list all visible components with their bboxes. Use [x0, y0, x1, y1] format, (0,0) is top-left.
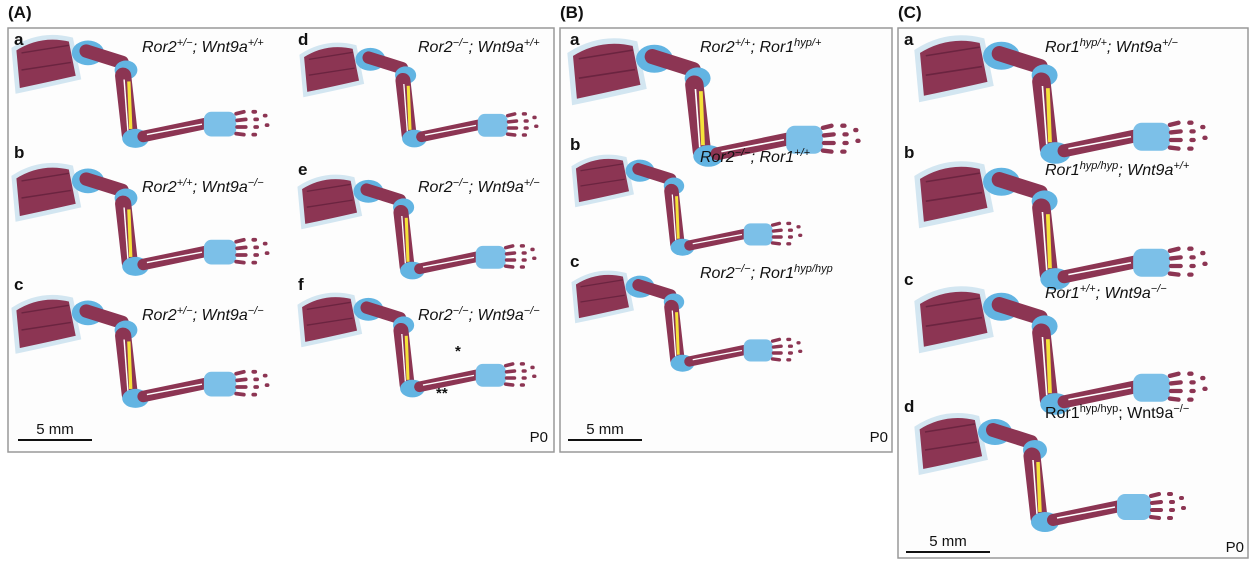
genotype-label: Ror2+/−; Wnt9a+/+: [142, 37, 264, 56]
panel-label: (A): [8, 3, 32, 22]
superscript: −/−: [453, 177, 469, 189]
superscript: +/+: [524, 37, 540, 49]
superscript: −/−: [1151, 283, 1167, 295]
genotype-label: Ror1+/+; Wnt9a−/−: [1045, 283, 1167, 302]
superscript: +/+: [1173, 160, 1189, 172]
genotype-label: Ror2−/−; Wnt9a+/+: [418, 37, 540, 56]
superscript: −/−: [735, 147, 751, 159]
superscript: hyp/+: [1080, 37, 1108, 49]
panel-frame: [8, 28, 554, 452]
genotype-label: Ror1hyp/hyp; Wnt9a+/+: [1045, 160, 1190, 179]
sublabel: a: [570, 30, 580, 49]
stage-label: P0: [870, 429, 888, 446]
annotation-mark: **: [436, 385, 448, 402]
genotype-text: ; Wnt9a: [469, 179, 524, 196]
genotype-label: Ror2−/−; Wnt9a+/−: [418, 177, 540, 196]
panel-label: (B): [560, 3, 584, 22]
superscript: +/+: [794, 147, 810, 159]
stage-label: P0: [530, 429, 548, 446]
genotype-text: Ror2: [418, 307, 453, 324]
genotype-label: Ror2+/−; Wnt9a−/−: [142, 305, 264, 324]
genotype-text: Ror1: [1045, 405, 1080, 422]
genotype-text: ; Wnt9a: [193, 307, 248, 324]
superscript: +/−: [1162, 37, 1178, 49]
sublabel: c: [14, 275, 23, 294]
genotype-text: Ror2: [142, 179, 177, 196]
genotype-text: ; Ror1: [751, 265, 795, 282]
superscript: −/−: [453, 37, 469, 49]
genotype-text: Ror2: [142, 307, 177, 324]
superscript: +/−: [177, 37, 193, 49]
genotype-text: Ror2: [700, 149, 735, 166]
sublabel: a: [904, 30, 914, 49]
annotation-mark: *: [455, 343, 461, 360]
genotype-text: ; Wnt9a: [1118, 405, 1173, 422]
genotype-text: Ror2: [418, 179, 453, 196]
sublabel: f: [298, 275, 304, 294]
genotype-text: ; Wnt9a: [1107, 39, 1162, 56]
genotype-text: ; Wnt9a: [193, 39, 248, 56]
sublabel: a: [14, 30, 24, 49]
genotype-label: Ror1hyp/+; Wnt9a+/−: [1045, 37, 1179, 56]
genotype-text: ; Ror1: [751, 149, 795, 166]
superscript: −/−: [735, 263, 751, 275]
sublabel: d: [904, 397, 914, 416]
genotype-label: Ror2+/+; Wnt9a−/−: [142, 177, 264, 196]
sublabel: d: [298, 30, 308, 49]
superscript: −/−: [524, 305, 540, 317]
sublabel: b: [570, 135, 580, 154]
figure: (A)aRor2+/−; Wnt9a+/+dRor2−/−; Wnt9a+/+b…: [0, 0, 1254, 562]
genotype-text: Ror1: [1045, 162, 1080, 179]
superscript: +/+: [1080, 283, 1096, 295]
genotype-text: Ror2: [700, 39, 735, 56]
superscript: +/+: [177, 177, 193, 189]
genotype-text: ; Ror1: [751, 39, 795, 56]
sublabel: b: [904, 143, 914, 162]
genotype-text: ; Wnt9a: [469, 39, 524, 56]
superscript: hyp/hyp: [794, 263, 833, 275]
genotype-label: Ror2−/−; Ror1+/+: [700, 147, 811, 166]
genotype-text: ; Wnt9a: [1096, 285, 1151, 302]
genotype-text: Ror1: [1045, 39, 1080, 56]
genotype-label: Ror2−/−; Wnt9a−/−: [418, 305, 540, 324]
superscript: +/−: [524, 177, 540, 189]
genotype-text: Ror2: [700, 265, 735, 282]
superscript: +/+: [735, 37, 751, 49]
sublabel: b: [14, 143, 24, 162]
superscript: −/−: [1173, 403, 1189, 415]
genotype-text: ; Wnt9a: [469, 307, 524, 324]
genotype-text: Ror2: [142, 39, 177, 56]
superscript: hyp/+: [794, 37, 822, 49]
panel-label: (C): [898, 3, 922, 22]
sublabel: c: [570, 252, 579, 271]
genotype-text: Ror1: [1045, 285, 1080, 302]
genotype-text: ; Wnt9a: [1118, 162, 1173, 179]
superscript: +/−: [177, 305, 193, 317]
scale-bar-label: 5 mm: [586, 421, 624, 438]
superscript: −/−: [248, 305, 264, 317]
scale-bar-label: 5 mm: [36, 421, 74, 438]
superscript: −/−: [453, 305, 469, 317]
superscript: hyp/hyp: [1080, 403, 1119, 415]
superscript: hyp/hyp: [1080, 160, 1119, 172]
scale-bar-label: 5 mm: [929, 533, 967, 550]
sublabel: e: [298, 160, 307, 179]
genotype-text: ; Wnt9a: [193, 179, 248, 196]
sublabel: c: [904, 270, 913, 289]
superscript: −/−: [248, 177, 264, 189]
superscript: +/+: [248, 37, 264, 49]
genotype-text: Ror2: [418, 39, 453, 56]
stage-label: P0: [1226, 539, 1244, 556]
